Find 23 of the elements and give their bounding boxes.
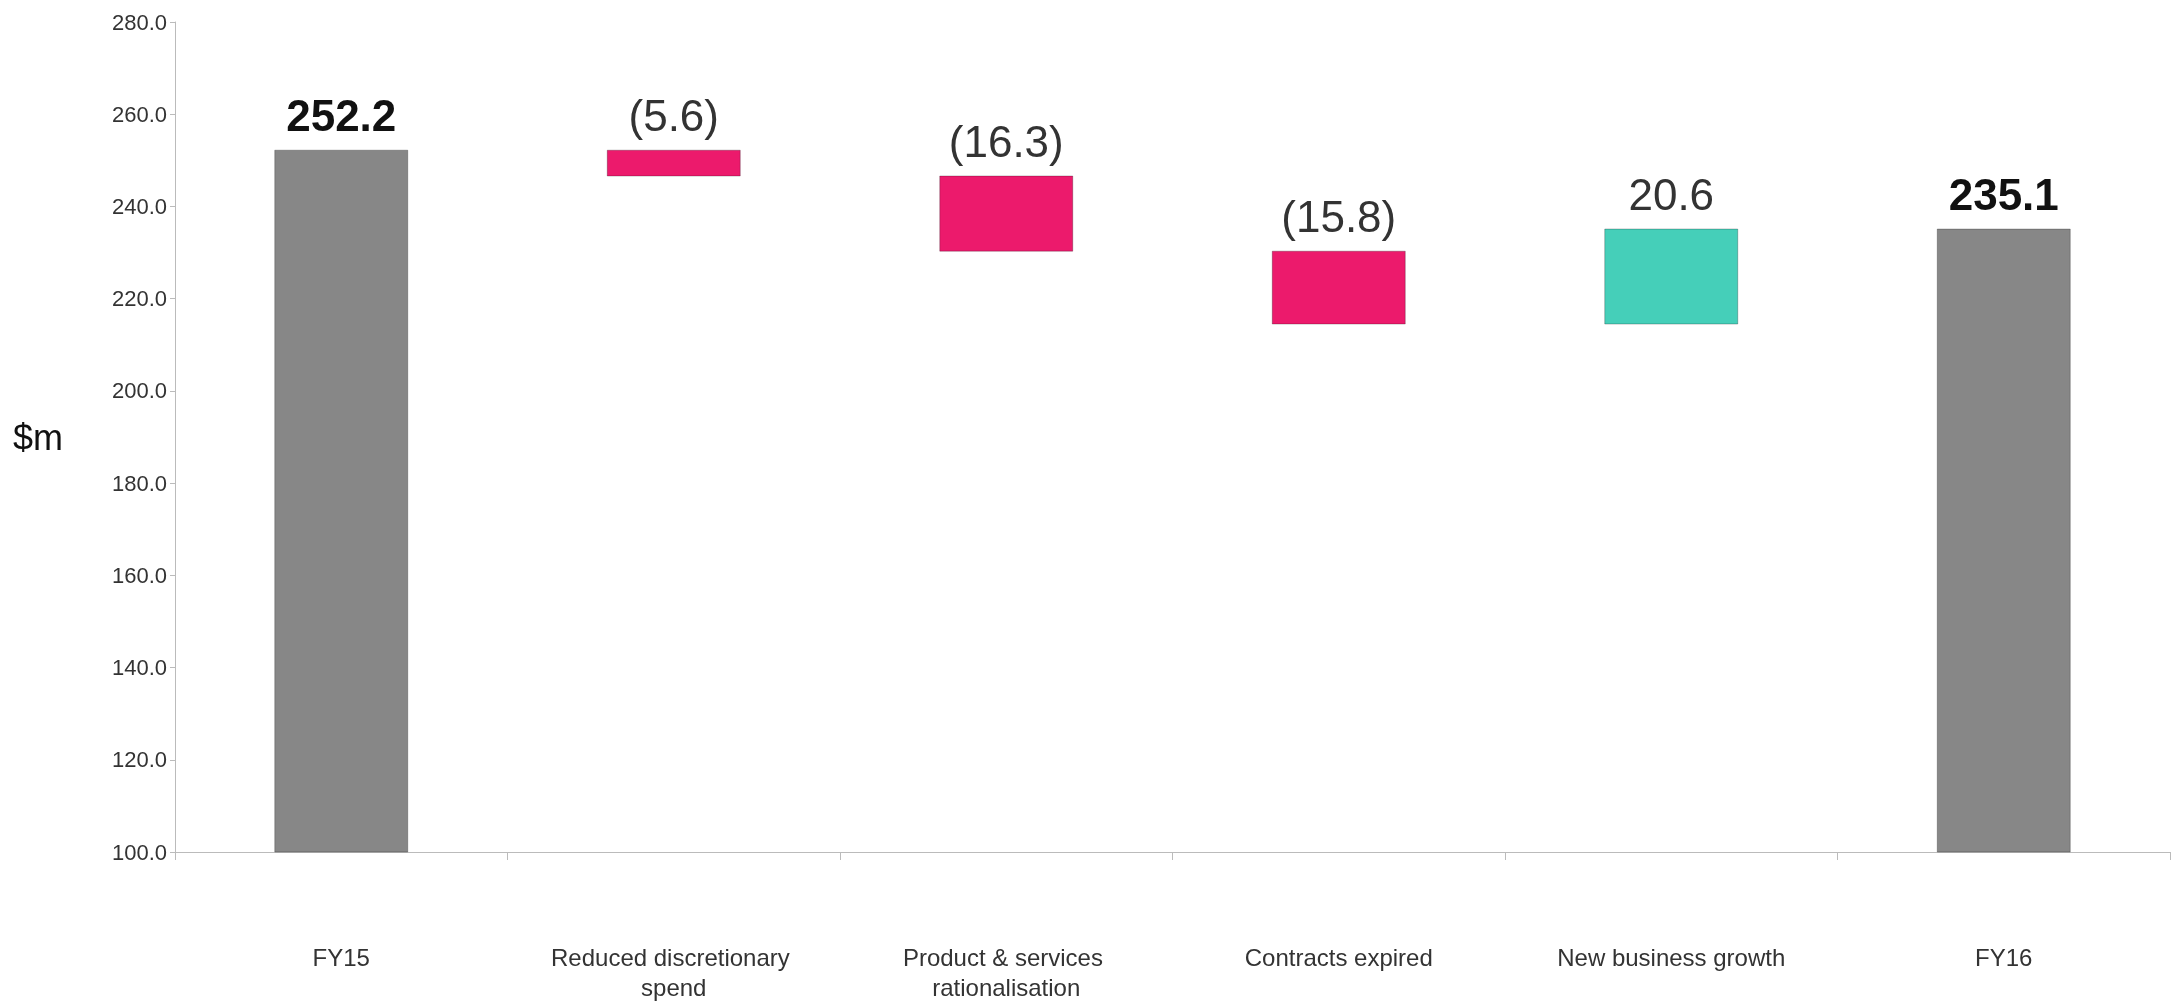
data-label: 235.1	[1948, 170, 2059, 220]
x-tick-label: New business growth	[1557, 943, 1786, 971]
data-label: 252.2	[286, 91, 397, 141]
data-label: (5.6)	[628, 91, 719, 141]
data-label: (15.8)	[1281, 192, 1397, 242]
y-tick-label: 260.0	[111, 101, 167, 127]
data-label: 20.6	[1628, 170, 1715, 220]
y-tick-label: 160.0	[111, 562, 167, 588]
y-tick-label: 100.0	[111, 839, 167, 865]
y-tick-label: 180.0	[111, 470, 167, 496]
x-tick-label: Reduced discretionary spend	[551, 943, 797, 1001]
x-tick-label: FY16	[1975, 943, 2033, 971]
y-tick-label: 200.0	[111, 378, 167, 404]
y-tick-label: 120.0	[111, 747, 167, 773]
y-tick-label: 140.0	[111, 655, 167, 681]
y-tick-label: 280.0	[111, 9, 167, 35]
y-tick-label: 240.0	[111, 193, 167, 219]
y-tick-label: 220.0	[111, 286, 167, 312]
y-axis-title: $m	[12, 416, 63, 458]
x-tick-label: Product & services rationalisation	[902, 943, 1110, 1001]
x-tick-label: Contracts expired	[1244, 943, 1433, 971]
data-label: (16.3)	[948, 117, 1064, 167]
x-tick-label: FY15	[312, 943, 370, 971]
